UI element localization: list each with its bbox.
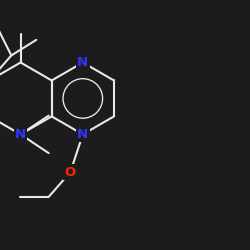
Text: N: N [77,56,88,69]
Text: N: N [15,128,26,141]
Text: O: O [65,166,76,178]
Text: N: N [77,128,88,141]
